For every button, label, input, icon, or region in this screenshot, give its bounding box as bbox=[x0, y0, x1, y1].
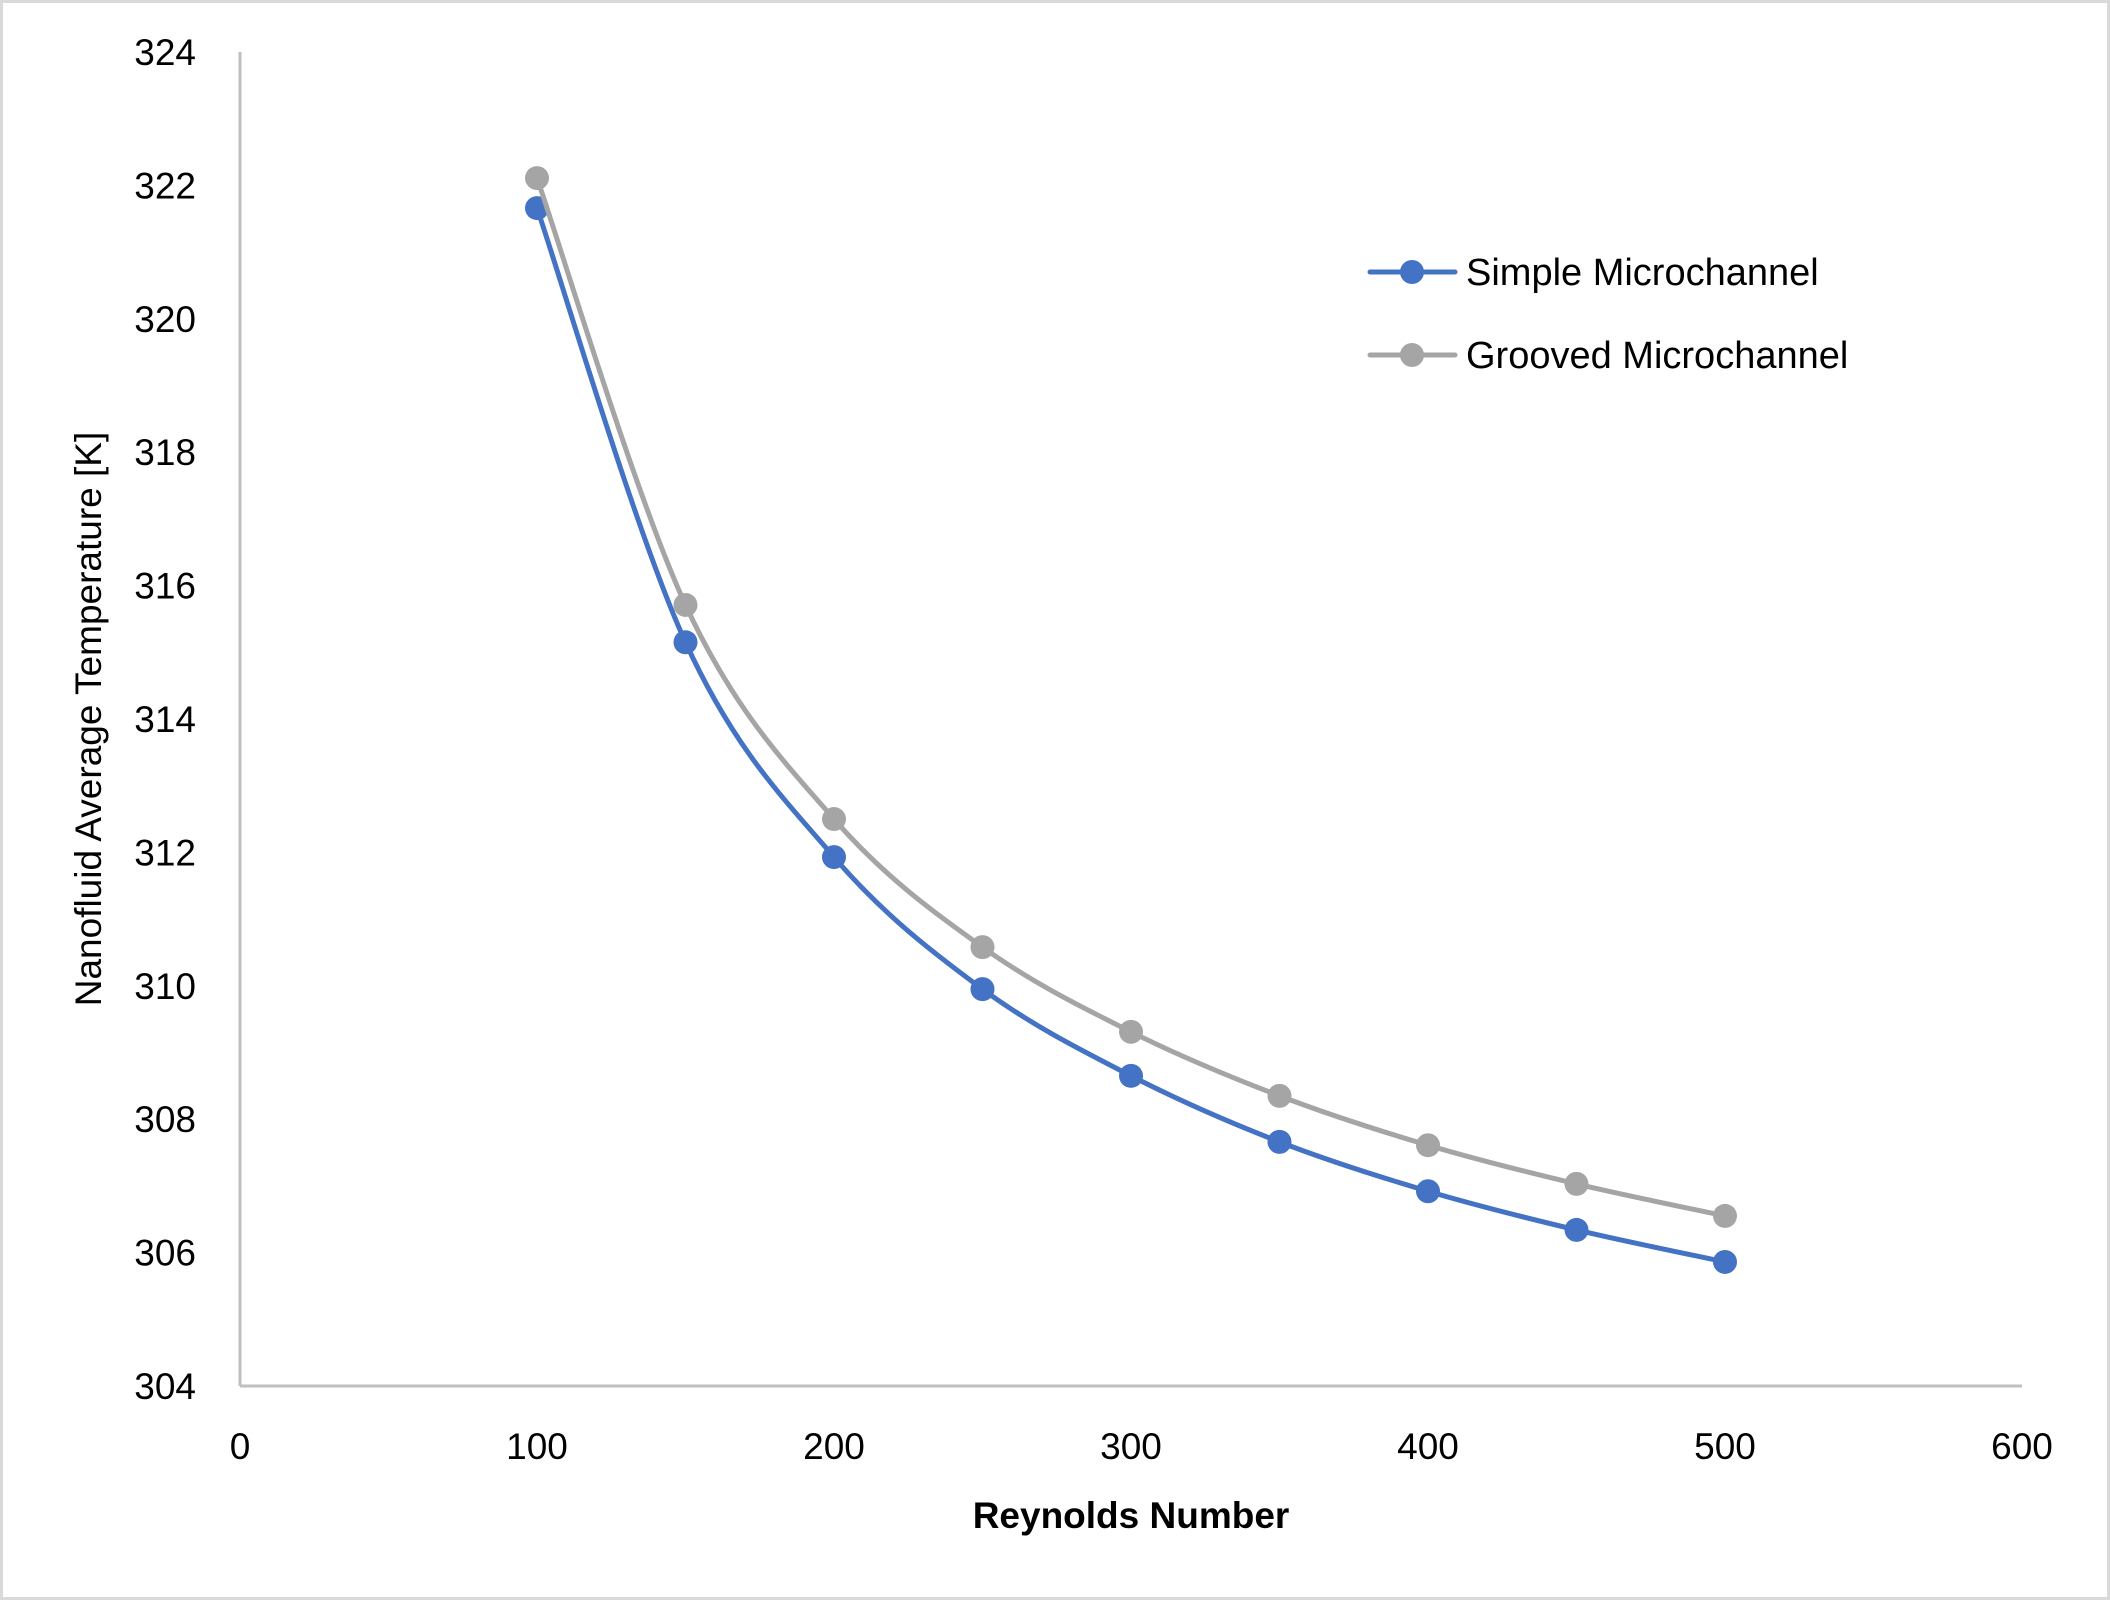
y-tick-label: 316 bbox=[134, 566, 196, 607]
y-tick-label: 324 bbox=[134, 32, 196, 73]
y-tick-label: 312 bbox=[134, 832, 196, 873]
data-point-marker bbox=[1119, 1019, 1143, 1044]
data-point-marker bbox=[822, 807, 846, 832]
legend: Simple Microchannel Grooved Microchannel bbox=[1367, 252, 1848, 377]
series-grooved-microchannel bbox=[525, 166, 1737, 1228]
data-point-marker bbox=[673, 592, 698, 617]
legend-label-grooved: Grooved Microchannel bbox=[1466, 335, 1848, 377]
y-tick-label: 322 bbox=[134, 165, 196, 206]
series-simple-microchannel bbox=[525, 196, 1737, 1274]
data-point-marker bbox=[525, 166, 549, 191]
legend-marker-simple-icon bbox=[1400, 260, 1424, 284]
data-point-marker bbox=[970, 935, 995, 960]
data-point-marker bbox=[1267, 1083, 1292, 1108]
data-point-marker bbox=[673, 630, 698, 655]
x-tick-label: 200 bbox=[803, 1426, 865, 1467]
plot-series bbox=[525, 166, 1737, 1274]
y-tick-label: 308 bbox=[134, 1099, 196, 1140]
legend-item-simple: Simple Microchannel bbox=[1367, 252, 1819, 294]
data-point-marker bbox=[1416, 1133, 1440, 1158]
x-tick-label: 300 bbox=[1100, 1426, 1162, 1467]
y-tick-label: 306 bbox=[134, 1233, 196, 1274]
y-tick-label: 318 bbox=[134, 432, 196, 473]
x-tick-label: 0 bbox=[230, 1426, 251, 1467]
y-tick-labels: 304 306 308 310 312 314 316 318 320 322 324 bbox=[134, 32, 196, 1407]
data-point-marker bbox=[1564, 1217, 1589, 1242]
x-tick-label: 500 bbox=[1694, 1426, 1756, 1467]
data-point-marker bbox=[1119, 1063, 1143, 1088]
y-axis-title: Nanofluid Average Temperature [K] bbox=[68, 432, 109, 1007]
data-point-marker bbox=[1267, 1129, 1292, 1154]
legend-marker-grooved-icon bbox=[1400, 343, 1424, 367]
data-point-marker bbox=[1713, 1203, 1737, 1228]
data-point-marker bbox=[1713, 1249, 1737, 1274]
legend-item-grooved: Grooved Microchannel bbox=[1367, 335, 1848, 377]
x-tick-label: 600 bbox=[1991, 1426, 2053, 1467]
data-point-marker bbox=[822, 845, 846, 870]
axes bbox=[238, 52, 2022, 1388]
x-tick-label: 100 bbox=[506, 1426, 568, 1467]
y-tick-label: 310 bbox=[134, 966, 196, 1007]
y-tick-label: 320 bbox=[134, 299, 196, 340]
x-tick-label: 400 bbox=[1397, 1426, 1459, 1467]
y-tick-label: 314 bbox=[134, 699, 196, 740]
x-axis-title: Reynolds Number bbox=[973, 1495, 1290, 1536]
data-point-marker bbox=[1564, 1171, 1589, 1196]
data-point-marker bbox=[970, 977, 995, 1002]
y-tick-label: 304 bbox=[134, 1366, 196, 1407]
x-tick-labels: 0 100 200 300 400 500 600 bbox=[230, 1426, 2053, 1467]
data-point-marker bbox=[1416, 1179, 1440, 1204]
legend-label-simple: Simple Microchannel bbox=[1466, 252, 1819, 294]
